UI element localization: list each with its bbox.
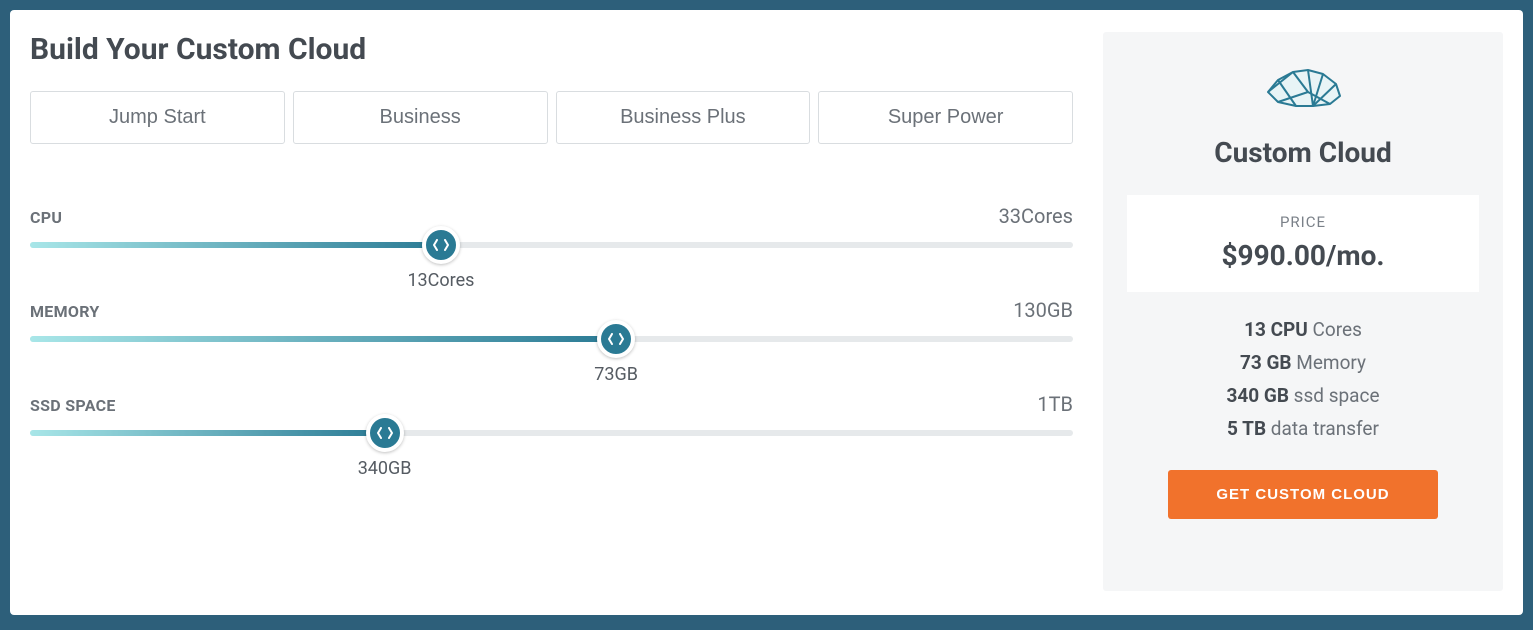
slider-memory-handle[interactable]	[597, 320, 635, 358]
slider-ssd-fill	[30, 430, 385, 436]
slider-cpu-track[interactable]: 13Cores	[30, 242, 1073, 248]
slider-ssd-value: 340GB	[358, 458, 412, 479]
slider-memory-fill	[30, 336, 616, 342]
slider-memory-label: MEMORY	[30, 302, 100, 321]
price-label: PRICE	[1137, 213, 1469, 231]
slider-memory-value: 73GB	[594, 364, 638, 385]
slider-cpu-handle[interactable]	[422, 226, 460, 264]
cloud-icon	[1258, 62, 1348, 116]
slider-ssd-track[interactable]: 340GB	[30, 430, 1073, 436]
slider-memory: MEMORY 130GB 73GB	[30, 298, 1073, 342]
slider-cpu-fill	[30, 242, 441, 248]
drag-icon	[608, 330, 624, 349]
spec-transfer: 5 TB data transfer	[1227, 417, 1379, 440]
spec-list: 13 CPU Cores 73 GB Memory 340 GB ssd spa…	[1226, 318, 1379, 440]
summary-panel: Custom Cloud PRICE $990.00/mo. 13 CPU Co…	[1103, 32, 1503, 591]
tab-business[interactable]: Business	[293, 91, 548, 144]
slider-cpu-max: 33Cores	[999, 204, 1073, 228]
spec-memory: 73 GB Memory	[1240, 351, 1366, 374]
slider-memory-head: MEMORY 130GB	[30, 298, 1073, 322]
spec-cpu: 13 CPU Cores	[1244, 318, 1362, 341]
slider-memory-track[interactable]: 73GB	[30, 336, 1073, 342]
plan-name: Custom Cloud	[1214, 136, 1392, 169]
plan-tabs: Jump Start Business Business Plus Super …	[30, 91, 1073, 144]
drag-icon	[433, 236, 449, 255]
tab-business-plus[interactable]: Business Plus	[556, 91, 811, 144]
spec-ssd: 340 GB ssd space	[1226, 384, 1379, 407]
slider-ssd-handle[interactable]	[366, 414, 404, 452]
configurator-card: Build Your Custom Cloud Jump Start Busin…	[10, 10, 1523, 615]
page-title: Build Your Custom Cloud	[30, 32, 1073, 67]
slider-cpu: CPU 33Cores 13Cores	[30, 204, 1073, 248]
slider-cpu-head: CPU 33Cores	[30, 204, 1073, 228]
price-box: PRICE $990.00/mo.	[1127, 195, 1479, 292]
slider-ssd-label: SSD SPACE	[30, 396, 116, 415]
tab-super-power[interactable]: Super Power	[818, 91, 1073, 144]
price-value: $990.00/mo.	[1137, 239, 1469, 272]
drag-icon	[377, 424, 393, 443]
slider-memory-max: 130GB	[1013, 298, 1073, 322]
slider-ssd-head: SSD SPACE 1TB	[30, 392, 1073, 416]
tab-jump-start[interactable]: Jump Start	[30, 91, 285, 144]
slider-ssd: SSD SPACE 1TB 340GB	[30, 392, 1073, 436]
get-custom-cloud-button[interactable]: GET CUSTOM CLOUD	[1168, 470, 1438, 519]
slider-ssd-max: 1TB	[1037, 392, 1073, 416]
slider-cpu-label: CPU	[30, 208, 62, 227]
configurator-left: Build Your Custom Cloud Jump Start Busin…	[30, 32, 1073, 591]
slider-cpu-value: 13Cores	[407, 270, 474, 291]
